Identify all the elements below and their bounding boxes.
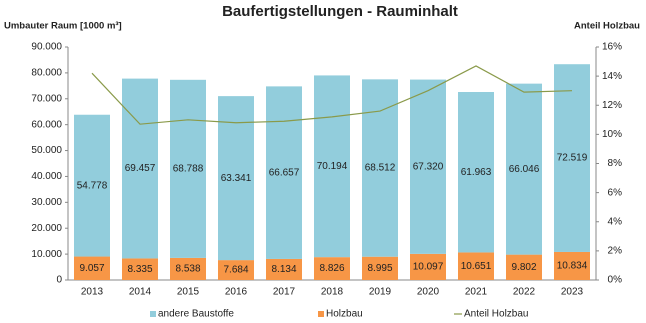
y2-tick-label: 14%: [602, 71, 622, 82]
data-label: 8.538: [175, 264, 200, 275]
x-tick-label: 2017: [273, 287, 296, 298]
bar-segment: [266, 258, 302, 280]
y2-axis-title: Anteil Holzbau: [574, 21, 640, 32]
bar-segment: [458, 92, 494, 253]
chart-title: Baufertigstellungen - Rauminhalt: [222, 3, 458, 20]
bar-segment: [362, 79, 398, 257]
data-label: 61.963: [461, 167, 492, 178]
x-tick-label: 2014: [129, 287, 152, 298]
legend-swatch: [150, 311, 156, 317]
data-label: 68.512: [365, 163, 396, 174]
bar-segment: [506, 83, 542, 255]
data-label: 8.134: [271, 264, 296, 275]
data-label: 72.519: [557, 153, 588, 164]
bar-segment: [314, 257, 350, 280]
legend-swatch: [318, 311, 324, 317]
data-label: 7.684: [223, 265, 248, 276]
line-series: [91, 65, 573, 125]
y-tick-label: 30.000: [31, 197, 62, 208]
x-tick-label: 2020: [417, 287, 440, 298]
x-tick-label: 2021: [465, 287, 488, 298]
x-tick-label: 2023: [561, 287, 584, 298]
bar-segment: [74, 256, 110, 280]
legend-label: Anteil Holzbau: [464, 309, 528, 320]
data-label: 10.097: [413, 262, 444, 273]
data-label: 63.341: [221, 173, 252, 184]
x-tick-label: 2016: [225, 287, 248, 298]
bar-segment: [554, 64, 590, 252]
y2-tick-label: 8%: [608, 158, 623, 169]
bar-segment: [554, 251, 590, 280]
legend-label: andere Baustoffe: [158, 309, 234, 320]
data-label: 69.457: [125, 163, 156, 174]
x-tick-label: 2019: [369, 287, 392, 298]
bar-segment: [122, 258, 158, 280]
data-label: 68.788: [173, 163, 204, 174]
y-tick-label: 90.000: [31, 42, 62, 53]
y-tick-label: 40.000: [31, 171, 62, 182]
data-label: 8.826: [319, 263, 344, 274]
y-tick-label: 0: [56, 275, 62, 286]
data-label: 66.657: [269, 167, 300, 178]
y2-tick-label: 4%: [608, 216, 623, 227]
y-tick-label: 60.000: [31, 119, 62, 130]
legend-label: Holzbau: [326, 309, 363, 320]
data-label: 70.194: [317, 161, 348, 172]
data-label: 8.335: [127, 264, 152, 275]
y-tick-label: 70.000: [31, 93, 62, 104]
data-label: 66.046: [509, 164, 540, 175]
bar-segment: [458, 252, 494, 280]
x-tick-label: 2018: [321, 287, 344, 298]
y2-tick-label: 12%: [602, 100, 622, 111]
x-tick-label: 2015: [177, 287, 200, 298]
x-tick-label: 2022: [513, 287, 536, 298]
data-label: 10.651: [461, 261, 492, 272]
y2-tick-label: 6%: [608, 187, 623, 198]
y-tick-label: 50.000: [31, 145, 62, 156]
y2-tick-label: 0%: [608, 275, 623, 286]
bar-segment: [170, 257, 206, 280]
data-label: 54.778: [77, 180, 108, 191]
bar-segment: [410, 253, 446, 280]
y-tick-label: 80.000: [31, 68, 62, 79]
data-label: 10.834: [557, 261, 588, 272]
bar-segment: [218, 260, 254, 280]
data-label: 8.995: [367, 263, 392, 274]
y2-tick-label: 2%: [608, 246, 623, 257]
bar-segment: [506, 254, 542, 280]
y-tick-label: 20.000: [31, 223, 62, 234]
bar-segment: [170, 79, 206, 258]
bar-segment: [410, 79, 446, 254]
y2-tick-label: 10%: [602, 129, 622, 140]
bar-segment: [314, 75, 350, 258]
bar-segment: [122, 78, 158, 259]
bar-segment: [362, 256, 398, 280]
data-label: 9.802: [511, 262, 536, 273]
y-tick-label: 10.000: [31, 249, 62, 260]
data-label: 67.320: [413, 161, 444, 172]
y2-tick-label: 16%: [602, 42, 622, 53]
bar-segment: [266, 86, 302, 259]
data-label: 9.057: [79, 263, 104, 274]
bar-segment: [218, 96, 254, 261]
y-axis-title: Umbauter Raum [1000 m³]: [4, 21, 122, 32]
bar-segment: [74, 114, 110, 257]
x-tick-label: 2013: [81, 287, 104, 298]
